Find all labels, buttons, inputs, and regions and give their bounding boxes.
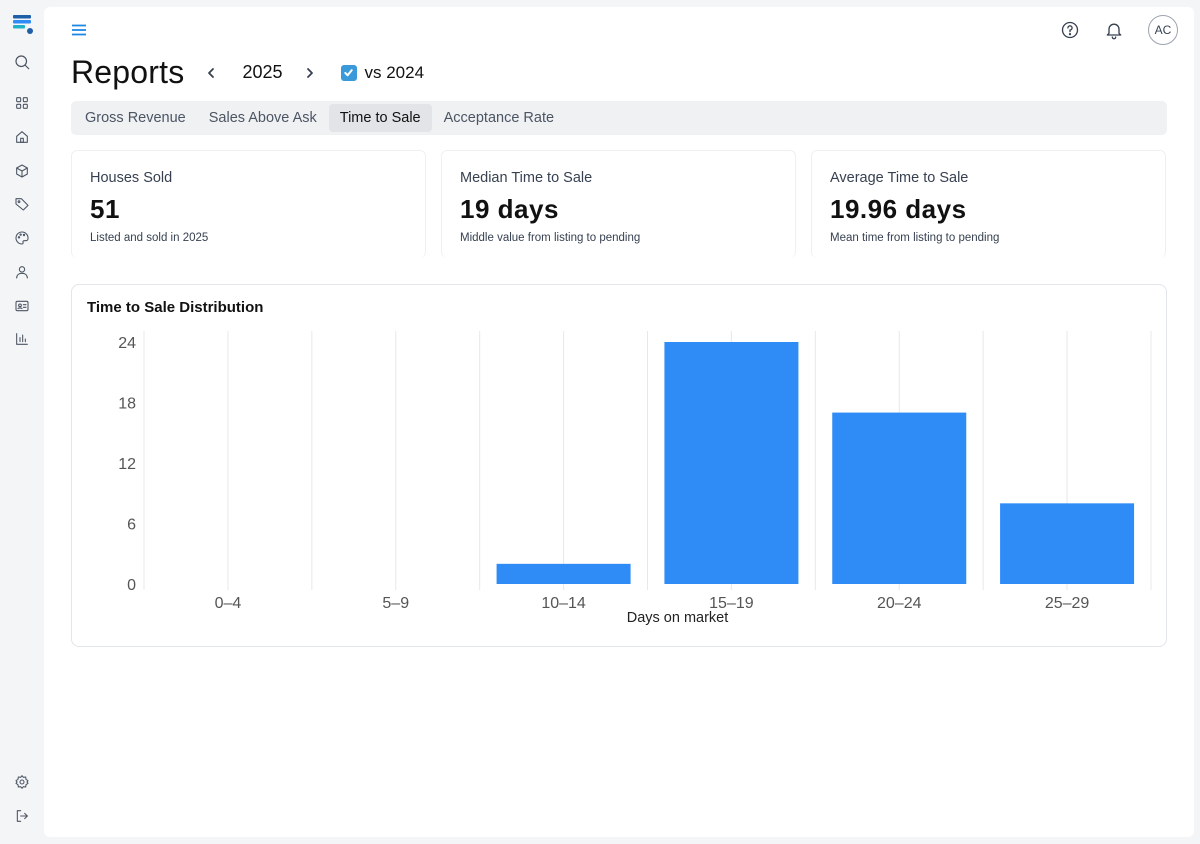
next-year-button[interactable] (299, 62, 321, 84)
stat-card-houses-sold: Houses Sold 51 Listed and sold in 2025 (71, 150, 426, 258)
year-label: 2025 (242, 62, 283, 82)
title-row: Reports 2025 vs 2024 (71, 54, 424, 91)
gear-icon[interactable] (12, 772, 32, 792)
stat-value: 19.96 days (830, 194, 967, 224)
stat-label: Average Time to Sale (830, 170, 969, 186)
help-icon[interactable] (1056, 16, 1084, 44)
y-tick-label: 6 (127, 517, 136, 534)
stat-cards: Houses Sold 51 Listed and sold in 2025 M… (71, 150, 1166, 258)
bar-10–14 (496, 563, 631, 584)
sidebar (0, 0, 44, 844)
user-icon[interactable] (12, 262, 32, 282)
avatar[interactable]: AC (1148, 15, 1178, 45)
x-axis-label: Days on market (627, 610, 729, 626)
stat-subtext: Listed and sold in 2025 (90, 232, 209, 244)
chart-title: Time to Sale Distribution (87, 299, 264, 316)
x-tick-label: 10–14 (541, 595, 586, 612)
box-icon[interactable] (12, 161, 32, 181)
compare-checkbox[interactable] (340, 64, 357, 81)
header-actions: AC (1056, 15, 1178, 45)
stat-subtext: Mean time from listing to pending (830, 232, 1000, 244)
compare-toggle[interactable]: vs 2024 (340, 62, 425, 83)
hamburger-menu-icon[interactable] (70, 21, 88, 39)
y-tick-label: 18 (118, 396, 136, 413)
tab-time-to-sale[interactable]: Time to Sale (328, 104, 432, 132)
stat-card-average-time: Average Time to Sale 19.96 days Mean tim… (811, 150, 1166, 258)
bar-20–24 (832, 412, 967, 584)
distribution-chart: 0 6 12 18 24 0–4 5–9 10–14 15–19 20–24 25–29 Days o… (118, 331, 1152, 626)
id-card-icon[interactable] (12, 296, 32, 316)
bar-25–29 (1000, 503, 1135, 584)
chevron-right-icon (306, 67, 313, 78)
chevron-left-icon (208, 67, 215, 78)
x-tick-label: 25–29 (1045, 595, 1090, 612)
x-tick-label: 15–19 (709, 595, 754, 612)
bar-15–19 (664, 342, 799, 584)
brand-logo-icon[interactable] (11, 12, 35, 36)
tab-sales-above-ask[interactable]: Sales Above Ask (208, 110, 317, 126)
compare-label: vs 2024 (364, 62, 425, 82)
y-tick-label: 12 (118, 456, 136, 473)
x-tick-label: 0–4 (215, 595, 242, 612)
stat-value: 51 (90, 194, 120, 224)
report-tabs: Gross Revenue Sales Above Ask Time to Sa… (71, 101, 1167, 135)
x-tick-label: 5–9 (382, 595, 409, 612)
palette-icon[interactable] (12, 228, 32, 248)
check-icon (344, 69, 353, 77)
tab-acceptance-rate[interactable]: Acceptance Rate (443, 110, 555, 126)
tab-gross-revenue[interactable]: Gross Revenue (85, 110, 186, 126)
year-navigator: 2025 (200, 62, 320, 84)
stat-card-median-time: Median Time to Sale 19 days Middle value… (441, 150, 796, 258)
prev-year-button[interactable] (200, 62, 222, 84)
home-icon[interactable] (12, 127, 32, 147)
distribution-chart-card: Time to Sale Distribution 0 6 12 18 24 0–4 5–9… (71, 284, 1167, 647)
stat-value: 19 days (460, 194, 559, 224)
search-icon[interactable] (12, 52, 32, 72)
bell-icon[interactable] (1100, 16, 1128, 44)
y-tick-label: 24 (118, 335, 136, 352)
bar-chart-icon[interactable] (12, 329, 32, 349)
tag-icon[interactable] (12, 194, 32, 214)
page-title: Reports (71, 54, 185, 90)
y-tick-label: 0 (127, 577, 136, 594)
x-tick-label: 20–24 (877, 595, 922, 612)
stat-label: Median Time to Sale (460, 170, 593, 186)
main-panel: AC Reports 2025 vs 2024 Gross Revenue Sa… (44, 7, 1194, 837)
logout-icon[interactable] (12, 806, 32, 826)
grid-icon[interactable] (12, 93, 32, 113)
stat-subtext: Middle value from listing to pending (460, 232, 641, 244)
stat-label: Houses Sold (90, 170, 173, 186)
